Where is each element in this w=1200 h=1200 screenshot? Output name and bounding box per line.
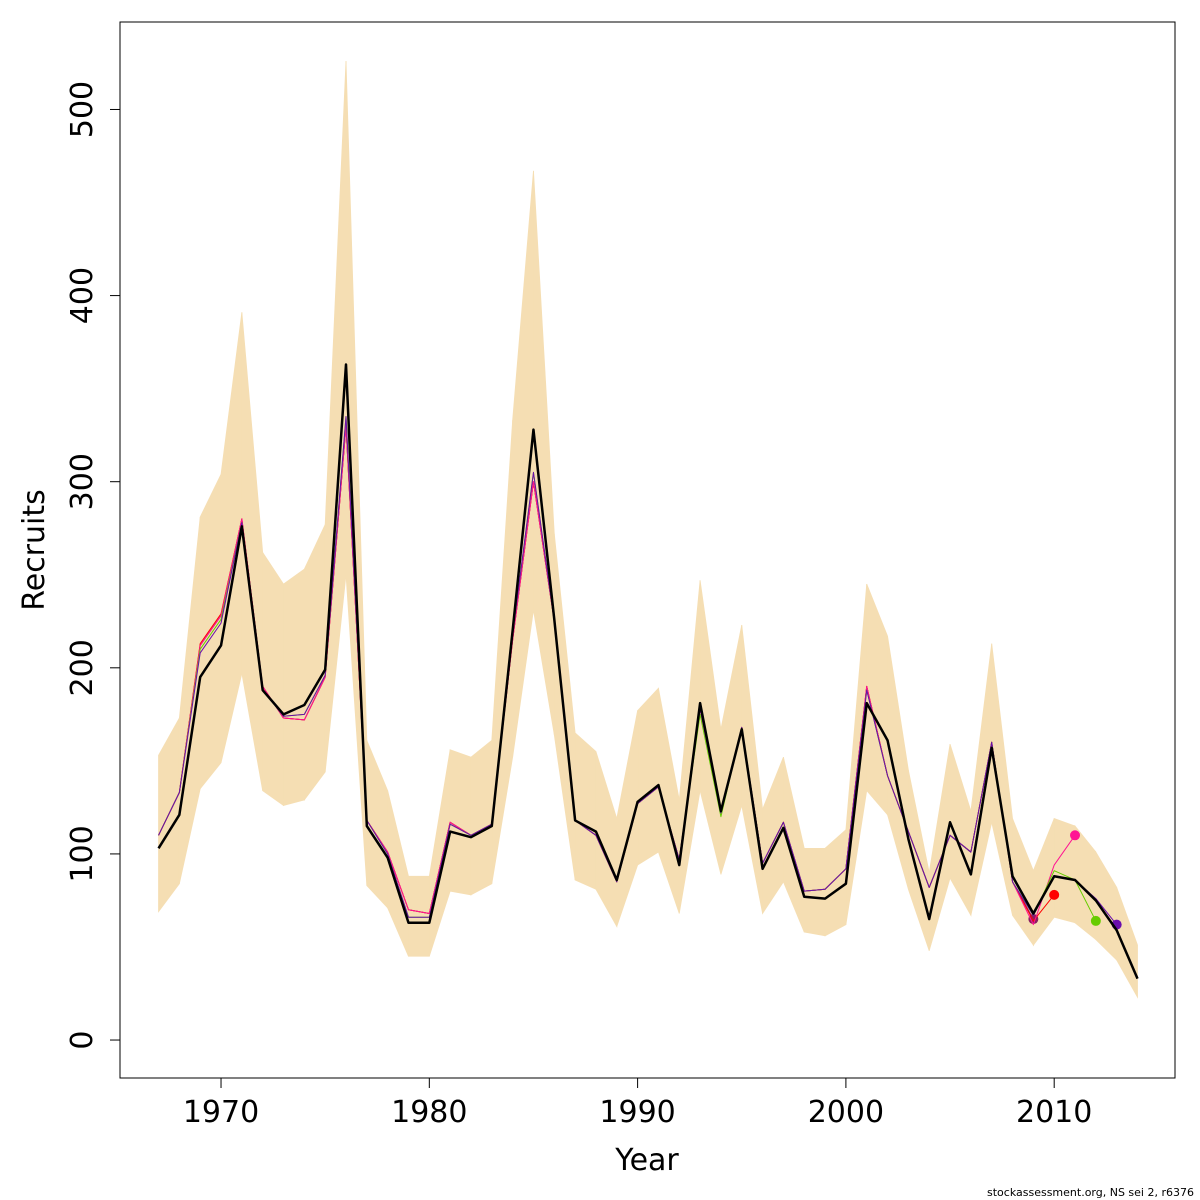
confidence-band bbox=[887, 636, 909, 890]
confidence-band bbox=[783, 757, 805, 933]
confidence-band bbox=[303, 524, 326, 802]
x-tick-label: 1980 bbox=[391, 1095, 467, 1130]
confidence-band bbox=[1116, 887, 1138, 999]
y-tick-label: 400 bbox=[65, 267, 100, 324]
confidence-band bbox=[616, 710, 639, 927]
confidence-band bbox=[199, 474, 222, 790]
confidence-band bbox=[678, 580, 701, 914]
confidence-band bbox=[449, 749, 472, 896]
y-tick-label: 200 bbox=[65, 639, 100, 696]
confidence-band bbox=[803, 847, 826, 937]
confidence-band bbox=[720, 624, 743, 875]
x-tick-label: 1970 bbox=[183, 1095, 259, 1130]
confidence-band bbox=[824, 828, 847, 937]
confidence-band bbox=[387, 790, 409, 957]
confidence-band bbox=[428, 749, 451, 957]
y-axis-label: Recruits bbox=[17, 489, 52, 611]
confidence-band bbox=[470, 739, 493, 896]
y-tick-label: 500 bbox=[65, 81, 100, 138]
confidence-band bbox=[574, 732, 597, 890]
x-tick-label: 1990 bbox=[599, 1095, 675, 1130]
end-point bbox=[1049, 889, 1060, 900]
confidence-band bbox=[741, 624, 763, 914]
confidence-band bbox=[928, 744, 951, 951]
confidence-band bbox=[991, 643, 1013, 916]
confidence-band bbox=[553, 533, 576, 881]
confidence-band bbox=[845, 584, 868, 925]
confidence-band bbox=[262, 551, 284, 807]
y-tick-label: 0 bbox=[65, 1030, 100, 1049]
confidence-band bbox=[637, 687, 659, 866]
confidence-band bbox=[408, 875, 430, 957]
series-line bbox=[157, 363, 1139, 980]
y-tick-label: 300 bbox=[65, 453, 100, 510]
x-axis-label: Year bbox=[614, 1143, 679, 1178]
x-tick-label: 2010 bbox=[1016, 1095, 1092, 1130]
end-point bbox=[1070, 830, 1081, 841]
y-tick-label: 100 bbox=[65, 825, 100, 882]
confidence-band bbox=[283, 568, 305, 807]
confidence-band bbox=[970, 643, 993, 916]
end-point bbox=[1090, 915, 1101, 926]
footnote: stockassessment.org, NS sei 2, r6376 bbox=[987, 1186, 1194, 1199]
confidence-band bbox=[366, 740, 389, 909]
x-tick-label: 2000 bbox=[808, 1095, 884, 1130]
